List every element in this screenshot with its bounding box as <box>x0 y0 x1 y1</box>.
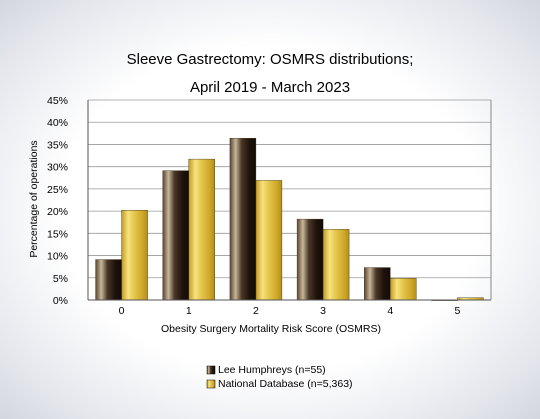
y-tick-label: 25% <box>47 184 68 196</box>
x-tick-label: 1 <box>186 305 192 317</box>
chart-title-line-2: April 2019 - March 2023 <box>190 79 350 96</box>
x-tick-label: 5 <box>454 305 460 317</box>
legend-swatch-series-1 <box>206 379 216 389</box>
y-tick-label: 45% <box>47 95 68 107</box>
x-tick-labels: 0 1 2 3 4 5 <box>119 305 461 317</box>
y-axis-label: Percentage of operations <box>28 140 40 257</box>
y-tick-label: 20% <box>47 206 68 218</box>
bar-series-1-cat-3 <box>322 229 350 301</box>
legend-label-series-0: Lee Humphreys (n=55) <box>218 364 326 376</box>
bar-series-0-cat-2 <box>229 138 257 301</box>
y-tick-label: 10% <box>47 251 68 263</box>
bar-series-1-cat-1 <box>188 158 215 301</box>
legend: Lee Humphreys (n=55) National Database (… <box>206 364 353 390</box>
bars <box>95 138 484 301</box>
y-tick-label: 35% <box>47 139 68 151</box>
x-tick-label: 3 <box>320 305 326 317</box>
y-tick-label: 30% <box>47 162 68 174</box>
bar-series-0-cat-3 <box>296 218 324 301</box>
bar-series-1-cat-2 <box>255 180 283 301</box>
y-tick-label: 40% <box>47 117 68 129</box>
y-tick-label: 5% <box>53 273 68 285</box>
bar-series-0-cat-1 <box>162 170 189 301</box>
x-tick-label: 2 <box>253 305 259 317</box>
bar-series-0-cat-0 <box>95 259 122 301</box>
x-tick-label: 4 <box>387 305 393 317</box>
y-tick-label: 0% <box>53 295 68 307</box>
gridlines <box>88 99 491 279</box>
y-tick-label: 15% <box>47 228 68 240</box>
x-tick-label: 0 <box>119 305 125 317</box>
axes <box>87 100 492 301</box>
y-tick-labels: 0% 5% 10% 15% 20% 25% 30% 35% 40% 45% <box>47 95 68 307</box>
legend-label-series-1: National Database (n=5,363) <box>218 378 353 390</box>
x-axis-label: Obesity Surgery Mortality Risk Score (OS… <box>161 323 381 335</box>
bar-series-1-cat-4 <box>390 278 417 301</box>
bar-series-0-cat-4 <box>364 267 391 301</box>
bar-series-1-cat-0 <box>121 210 148 301</box>
chart-title-line-1: Sleeve Gastrectomy: OSMRS distributions; <box>127 51 414 68</box>
legend-swatch-series-0 <box>206 365 216 375</box>
